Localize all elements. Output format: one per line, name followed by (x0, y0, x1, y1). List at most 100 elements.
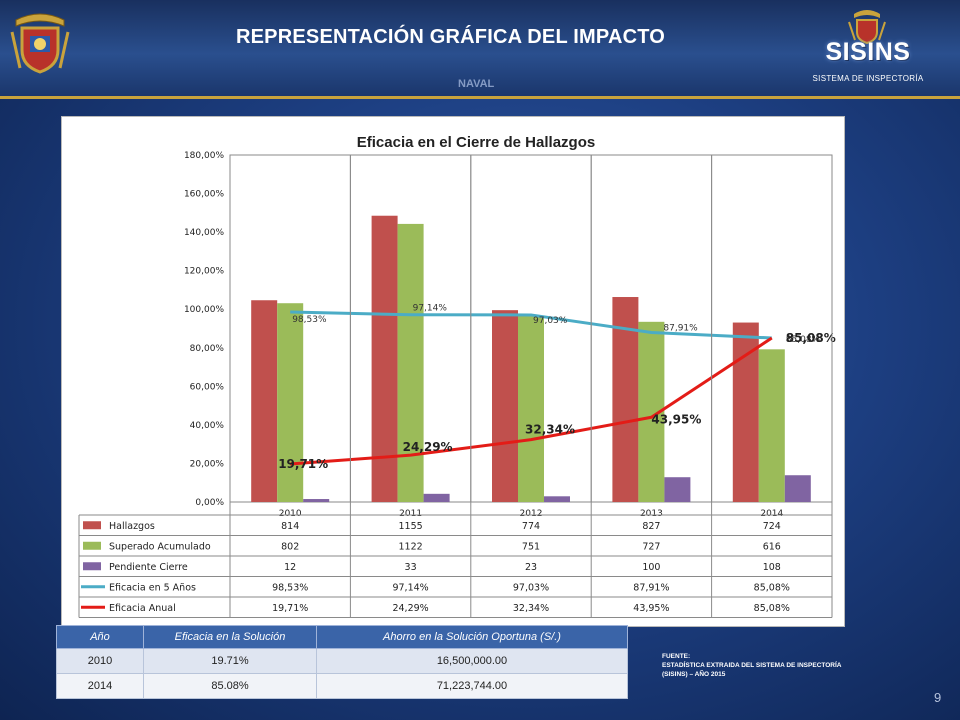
navy-crest-icon (10, 13, 70, 74)
x-tick-label: 2010 (279, 509, 302, 519)
table-cell: 802 (281, 541, 299, 552)
summary-header-row: Año Eficacia en la Solución Ahorro en la… (56, 625, 628, 649)
line-data-label: 85,08% (786, 335, 821, 345)
background-naval-text: NAVAL (458, 78, 495, 90)
efficacy-cell: 85.08% (143, 673, 317, 699)
line-data-label: 87,91% (663, 324, 698, 334)
table-cell: 814 (281, 521, 299, 532)
bar-hallazgos (251, 300, 278, 502)
y-left-tick-label: 60,00% (190, 382, 225, 392)
legend-entry: Eficacia Anual (109, 603, 176, 614)
header-savings: Ahorro en la Solución Oportuna (S/.) (316, 625, 628, 649)
table-cell: 97,03% (513, 582, 549, 593)
legend-entry: Pendiente Cierre (109, 562, 188, 573)
legend-entry: Hallazgos (109, 521, 155, 532)
legend-entry: Eficacia en 5 Años (109, 582, 196, 593)
bar-superado-acumulado (397, 223, 424, 502)
efficacy-cell: 19.71% (143, 648, 317, 674)
table-cell: 85,08% (754, 582, 790, 593)
page-title: REPRESENTACIÓN GRÁFICA DEL IMPACTO (236, 26, 666, 48)
line-data-label: 32,34% (525, 423, 575, 437)
header-band (0, 0, 960, 98)
table-cell: 32,34% (513, 603, 549, 614)
table-cell: 97,14% (392, 582, 428, 593)
table-cell: 774 (522, 521, 540, 532)
x-tick-label: 2014 (760, 509, 783, 519)
y-left-tick-label: 20,00% (190, 459, 225, 469)
line-data-label: 98,53% (292, 315, 327, 325)
header-efficacy: Eficacia en la Solución (143, 625, 317, 649)
bar-hallazgos (732, 322, 759, 502)
year-cell: 2014 (56, 673, 144, 699)
bar-superado-acumulado (518, 315, 544, 502)
savings-cell: 71,223,744.00 (316, 673, 628, 699)
table-cell: 87,91% (633, 582, 669, 593)
bar-pendiente-cierre (303, 499, 330, 502)
y-left-tick-label: 80,00% (190, 344, 225, 354)
source-text: ESTADÍSTICA EXTRAIDA DEL SISTEMA DE INSP… (662, 662, 842, 678)
table-cell: 1122 (399, 541, 423, 552)
y-left-tick-label: 120,00% (184, 267, 224, 277)
year-cell: 2010 (56, 648, 144, 674)
bar-superado-acumulado (758, 349, 785, 502)
table-cell: 727 (642, 541, 660, 552)
table-cell: 100 (642, 562, 660, 573)
line-data-label: 97,03% (533, 316, 568, 326)
brand-logo-text: SISINS (825, 38, 911, 66)
table-cell: 616 (763, 541, 781, 552)
brand-subtitle: SISTEMA DE INSPECTORÍA (812, 74, 924, 83)
table-cell: 19,71% (272, 603, 308, 614)
table-cell: 24,29% (392, 603, 428, 614)
header-divider (0, 96, 960, 99)
summary-table: Año Eficacia en la Solución Ahorro en la… (56, 625, 628, 699)
y-left-tick-label: 180,00% (184, 151, 224, 161)
source-note: FUENTE: ESTADÍSTICA EXTRAIDA DEL SISTEMA… (662, 652, 842, 679)
legend-key (83, 521, 101, 530)
line-eficacia-en-5-años (290, 310, 772, 340)
legend-key (83, 541, 101, 550)
x-tick-label: 2011 (399, 509, 422, 519)
table-cell: 33 (405, 562, 417, 573)
bar-pendiente-cierre (784, 475, 811, 502)
table-cell: 85,08% (754, 603, 790, 614)
y-left-tick-label: 140,00% (184, 228, 224, 238)
x-tick-label: 2013 (640, 509, 663, 519)
bar-superado-acumulado (277, 303, 304, 502)
bar-pendiente-cierre (544, 496, 570, 502)
line-data-label: 97,14% (413, 304, 448, 314)
header-year: Año (56, 625, 144, 649)
table-cell: 108 (763, 562, 781, 573)
savings-cell: 16,500,000.00 (316, 648, 628, 674)
source-label: FUENTE: (662, 653, 691, 660)
bar-hallazgos (492, 310, 518, 502)
table-cell: 724 (763, 521, 781, 532)
line-eficacia-anual (290, 336, 773, 466)
chart-title: Eficacia en el Cierre de Hallazgos (357, 134, 595, 151)
legend-key (83, 562, 101, 571)
bar-pendiente-cierre (664, 477, 691, 502)
table-cell: 43,95% (633, 603, 669, 614)
x-tick-label: 2012 (520, 509, 543, 519)
page-number: 9 (934, 690, 942, 705)
line-data-label: 19,71% (278, 457, 328, 471)
table-cell: 23 (525, 562, 537, 573)
table-cell: 1155 (399, 521, 423, 532)
table-cell: 827 (642, 521, 660, 532)
table-cell: 751 (522, 541, 540, 552)
y-left-tick-label: 100,00% (184, 305, 224, 315)
y-left-tick-label: 160,00% (184, 190, 224, 200)
line-data-label: 85,08% (786, 331, 836, 345)
bar-pendiente-cierre (423, 493, 450, 502)
table-cell: 12 (284, 562, 296, 573)
chart-panel: Eficacia en el Cierre de Hallazgos 0,00% 2… (61, 116, 845, 627)
line-data-label: 24,29% (403, 440, 453, 454)
y-left-tick-label: 0,00% (195, 498, 224, 508)
legend-entry: Superado Acumulado (109, 541, 211, 552)
table-cell: 98,53% (272, 582, 308, 593)
table-row: 2010 19.71% 16,500,000.00 (56, 648, 628, 674)
y-left-tick-label: 40,00% (190, 421, 225, 431)
bar-hallazgos (371, 215, 398, 502)
table-row: 2014 85.08% 71,223,744.00 (56, 673, 628, 699)
line-data-label: 43,95% (651, 412, 701, 426)
sisins-crest-icon (848, 10, 886, 44)
